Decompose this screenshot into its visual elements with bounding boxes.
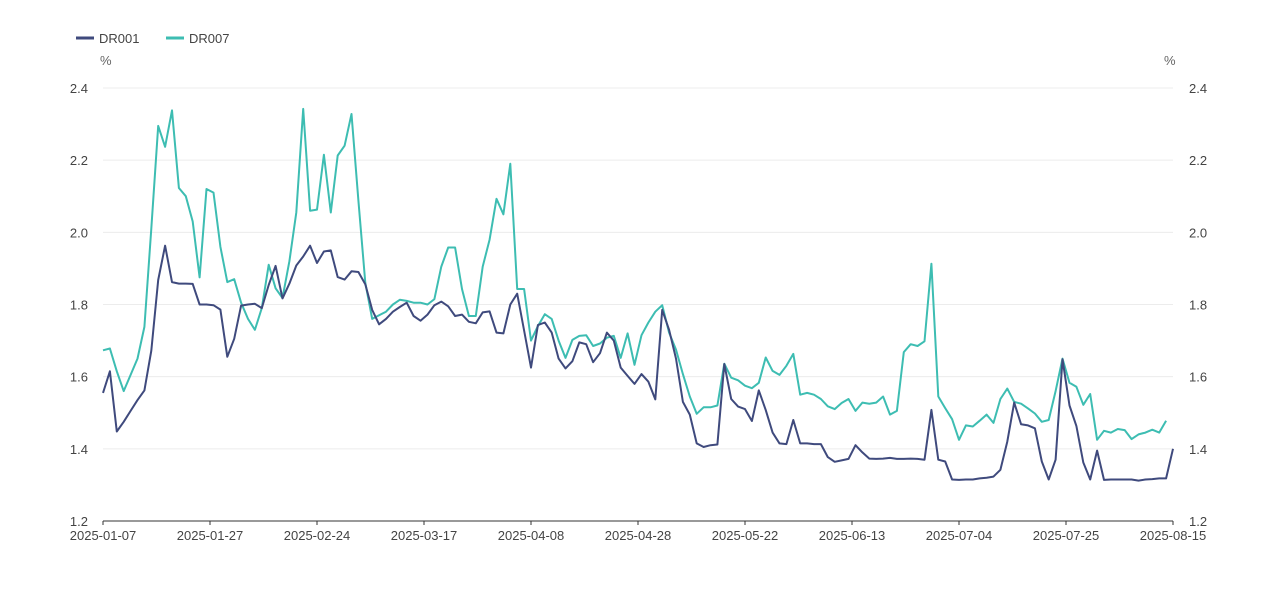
y-tick-label-left: 2.0	[70, 225, 88, 240]
y-tick-label-right: 1.6	[1189, 370, 1207, 385]
x-tick-label: 2025-04-08	[498, 528, 565, 543]
legend-item-dr007[interactable]: DR007	[166, 31, 229, 46]
series-group	[102, 107, 1174, 482]
x-axis: 2025-01-07 2025-01-27 2025-02-24 2025-03-17…	[70, 521, 1207, 543]
left-axis-unit: %	[100, 53, 112, 68]
y-tick-label-right: 1.4	[1189, 442, 1207, 457]
right-axis-unit: %	[1164, 53, 1176, 68]
legend-item-dr001[interactable]: DR001	[76, 31, 139, 46]
legend-label-dr001: DR001	[99, 31, 139, 46]
y-tick-label-right: 2.0	[1189, 225, 1207, 240]
x-tick-label: 2025-06-13	[819, 528, 886, 543]
series-line-dr001[interactable]	[102, 244, 1174, 482]
x-tick-label: 2025-08-15	[1140, 528, 1207, 543]
legend-label-dr007: DR007	[189, 31, 229, 46]
right-y-axis: 1.2 1.4 1.6 1.8 2.0 2.2 2.4	[1189, 81, 1207, 529]
x-tick-label: 2025-01-07	[70, 528, 137, 543]
y-tick-label-left: 2.4	[70, 81, 88, 96]
x-tick-label: 2025-04-28	[605, 528, 672, 543]
left-y-axis: 1.2 1.4 1.6 1.8 2.0 2.2 2.4	[70, 81, 88, 529]
y-tick-label-right: 1.8	[1189, 298, 1207, 313]
y-tick-label-left: 1.8	[70, 298, 88, 313]
x-tick-label: 2025-07-04	[926, 528, 993, 543]
y-tick-label-right: 2.4	[1189, 81, 1207, 96]
y-tick-label-left: 2.2	[70, 153, 88, 168]
y-tick-label-right: 1.2	[1189, 514, 1207, 529]
legend: DR001 DR007	[76, 31, 229, 46]
series-line-dr007[interactable]	[102, 107, 1167, 441]
y-tick-label-left: 1.6	[70, 370, 88, 385]
x-tick-label: 2025-02-24	[284, 528, 351, 543]
x-tick-label: 2025-07-25	[1033, 528, 1100, 543]
x-tick-label: 2025-03-17	[391, 528, 458, 543]
grid-lines	[103, 87, 1173, 450]
y-tick-label-left: 1.4	[70, 442, 88, 457]
x-tick-label: 2025-05-22	[712, 528, 779, 543]
y-tick-label-left: 1.2	[70, 514, 88, 529]
y-tick-label-right: 2.2	[1189, 153, 1207, 168]
x-tick-label: 2025-01-27	[177, 528, 244, 543]
